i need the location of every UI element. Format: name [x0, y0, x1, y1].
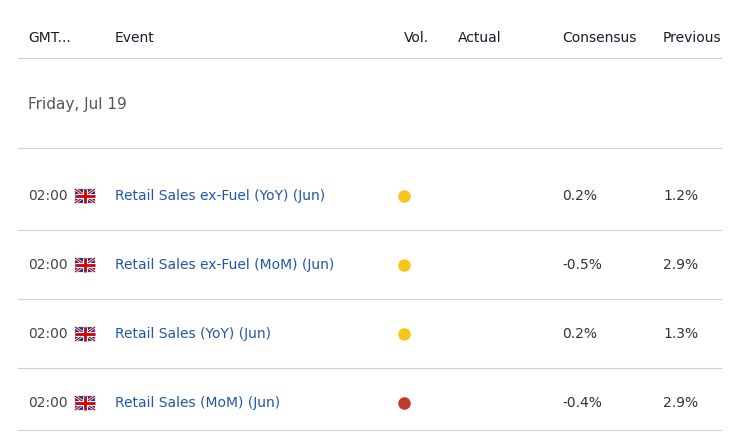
Text: Consensus: Consensus	[562, 31, 636, 45]
Text: Retail Sales (MoM) (Jun): Retail Sales (MoM) (Jun)	[115, 396, 280, 410]
Text: 02:00: 02:00	[28, 396, 68, 410]
Text: -0.5%: -0.5%	[562, 258, 602, 272]
Text: Event: Event	[115, 31, 154, 45]
Text: 2.9%: 2.9%	[663, 258, 698, 272]
Text: Retail Sales ex-Fuel (MoM) (Jun): Retail Sales ex-Fuel (MoM) (Jun)	[115, 258, 334, 272]
Text: Actual: Actual	[458, 31, 502, 45]
Text: 02:00: 02:00	[28, 189, 68, 203]
Text: Retail Sales (YoY) (Jun): Retail Sales (YoY) (Jun)	[115, 327, 271, 341]
Text: 02:00: 02:00	[28, 327, 68, 341]
Text: Friday, Jul 19: Friday, Jul 19	[28, 97, 127, 112]
Text: 0.2%: 0.2%	[562, 189, 597, 203]
Text: Retail Sales ex-Fuel (YoY) (Jun): Retail Sales ex-Fuel (YoY) (Jun)	[115, 189, 325, 203]
Bar	[75, 189, 95, 203]
Text: Previous: Previous	[663, 31, 721, 45]
Text: -0.4%: -0.4%	[562, 396, 602, 410]
Bar	[75, 396, 95, 410]
Bar	[75, 258, 95, 272]
Text: Vol.: Vol.	[404, 31, 429, 45]
Text: 1.2%: 1.2%	[663, 189, 698, 203]
Text: 02:00: 02:00	[28, 258, 68, 272]
Text: 1.3%: 1.3%	[663, 327, 698, 341]
Text: 0.2%: 0.2%	[562, 327, 597, 341]
Text: 2.9%: 2.9%	[663, 396, 698, 410]
Text: GMT...: GMT...	[28, 31, 71, 45]
Bar	[75, 327, 95, 341]
